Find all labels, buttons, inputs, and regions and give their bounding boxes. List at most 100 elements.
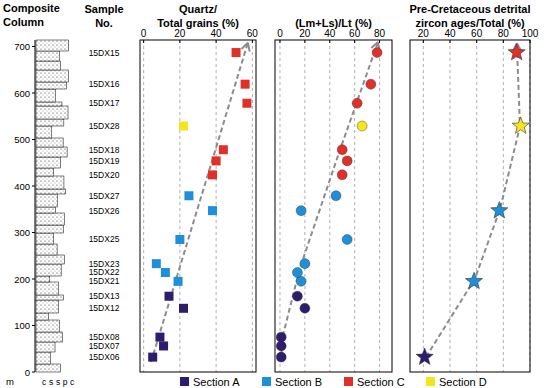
point bbox=[357, 121, 367, 131]
plot-frame bbox=[410, 40, 530, 372]
sample-label: 15DX19 bbox=[89, 156, 120, 166]
title-line: No. bbox=[95, 17, 113, 29]
point bbox=[342, 156, 352, 166]
column-tick-label: 400 bbox=[14, 181, 30, 192]
lithology-bed bbox=[36, 352, 50, 364]
column-tick-label: 500 bbox=[14, 134, 30, 145]
lithology-bed bbox=[36, 300, 58, 313]
grain-size-label: c bbox=[42, 377, 47, 387]
lithology-bed bbox=[36, 332, 62, 342]
column-tick bbox=[32, 139, 35, 140]
column-tick bbox=[32, 325, 35, 326]
lithology-bed bbox=[36, 282, 59, 295]
sample-label: 15DX13 bbox=[89, 291, 120, 301]
grid-line bbox=[329, 40, 330, 372]
sample-label: 15DX16 bbox=[89, 79, 120, 89]
lithology-bed bbox=[36, 102, 62, 106]
grid-line bbox=[279, 40, 280, 372]
sample-label: 15DX07 bbox=[89, 341, 120, 351]
legend-swatch bbox=[180, 377, 189, 386]
sample-label: 15DX20 bbox=[89, 170, 120, 180]
point bbox=[212, 156, 221, 165]
sample-label: 15DX21 bbox=[89, 276, 120, 286]
plot-area bbox=[416, 43, 529, 364]
tick-label: 100 bbox=[522, 28, 539, 39]
plot-area bbox=[276, 42, 382, 362]
trend-arrow bbox=[426, 43, 520, 357]
lithology-bed bbox=[36, 189, 66, 194]
grid-line bbox=[379, 40, 380, 372]
column-title: Composite Column bbox=[3, 2, 60, 28]
figure: CompositeColumn0100200300400500600700mcs… bbox=[0, 0, 550, 388]
plot-frame bbox=[275, 40, 392, 372]
point bbox=[179, 122, 188, 131]
grain-size-label: s bbox=[49, 377, 53, 387]
point bbox=[174, 277, 183, 286]
panel-title: Quartz/Total grains (%) bbox=[157, 3, 239, 29]
grid-line bbox=[304, 40, 305, 372]
lithology-bed bbox=[36, 51, 59, 61]
title-line: Column bbox=[3, 16, 44, 28]
lithology-bed bbox=[36, 126, 52, 138]
point bbox=[342, 234, 352, 244]
grid-line bbox=[143, 40, 144, 372]
legend-label: Section C bbox=[357, 376, 405, 388]
grid-line bbox=[252, 40, 253, 372]
point bbox=[241, 80, 250, 89]
sample-label: 15DX26 bbox=[89, 206, 120, 216]
sample-label: 15DX15 bbox=[89, 48, 120, 58]
column-tick bbox=[32, 186, 35, 187]
samples-header: Sample No. bbox=[84, 3, 123, 29]
title-line: Sample bbox=[84, 3, 123, 15]
lithology-bed bbox=[36, 194, 57, 207]
point bbox=[292, 291, 302, 301]
sample-label: 15DX23 bbox=[89, 259, 120, 269]
lithology-bed bbox=[36, 244, 57, 255]
sample-label: 15DX27 bbox=[89, 191, 120, 201]
legend-swatch bbox=[262, 377, 271, 386]
lithology-bed bbox=[36, 119, 64, 126]
tick-label: 40 bbox=[444, 28, 456, 39]
tick-label: 80 bbox=[374, 28, 386, 39]
point bbox=[159, 341, 168, 350]
point bbox=[232, 48, 241, 57]
lithology-bed bbox=[36, 147, 67, 157]
tick-label: 80 bbox=[498, 28, 510, 39]
lithology-bed bbox=[36, 364, 60, 372]
tick-label: 0 bbox=[141, 28, 147, 39]
point bbox=[300, 303, 310, 313]
point bbox=[331, 191, 341, 201]
lithology-bed bbox=[36, 313, 49, 320]
title-line: Pre-Cretaceous detrital bbox=[409, 3, 530, 15]
title-line: Composite bbox=[3, 2, 60, 14]
point bbox=[491, 202, 508, 218]
legend-label: Section B bbox=[275, 376, 322, 388]
grid-line bbox=[476, 40, 477, 372]
legend-swatch bbox=[426, 377, 435, 386]
sample-label: 15DX06 bbox=[89, 352, 120, 362]
sample-label: 15DX22 bbox=[89, 267, 120, 277]
point bbox=[508, 44, 525, 60]
grid-line bbox=[423, 40, 424, 372]
lithology-bed bbox=[36, 225, 64, 233]
arrow-head bbox=[241, 43, 247, 49]
point bbox=[352, 98, 362, 108]
point bbox=[465, 272, 482, 288]
lithology-bed bbox=[36, 255, 64, 264]
legend-label: Section D bbox=[439, 376, 487, 388]
grain-size-label: p bbox=[63, 377, 68, 387]
arrow-head bbox=[371, 42, 378, 48]
point bbox=[512, 117, 529, 133]
grid-line bbox=[354, 40, 355, 372]
grid-line bbox=[216, 40, 217, 372]
point bbox=[152, 259, 161, 268]
plot-frame bbox=[140, 40, 256, 372]
tick-label: 60 bbox=[247, 28, 259, 39]
sample-label: 15DX25 bbox=[89, 234, 120, 244]
point bbox=[148, 353, 157, 362]
lithology-bed bbox=[36, 70, 68, 82]
lithology-bed bbox=[36, 264, 61, 276]
grid-line bbox=[450, 40, 451, 372]
point bbox=[292, 267, 302, 277]
title-line: Quartz/ bbox=[179, 3, 217, 15]
